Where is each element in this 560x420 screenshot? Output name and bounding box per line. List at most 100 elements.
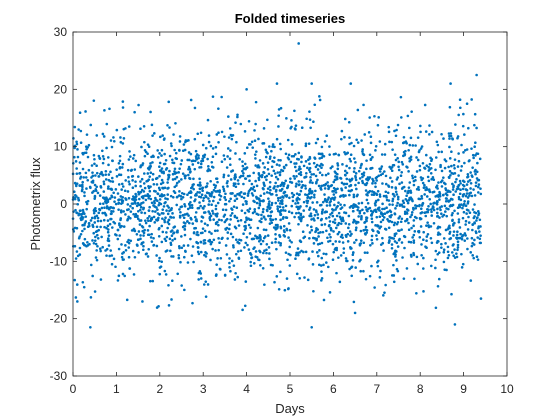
data-point	[463, 148, 467, 152]
data-point	[131, 197, 134, 201]
data-point	[275, 275, 279, 278]
data-point	[340, 219, 344, 223]
data-point	[223, 135, 226, 138]
data-point	[294, 211, 298, 215]
data-point	[198, 181, 202, 184]
data-point	[261, 142, 264, 145]
data-point	[140, 195, 144, 199]
data-point	[342, 195, 345, 198]
data-point	[171, 178, 175, 181]
data-point	[283, 230, 286, 234]
data-point	[419, 130, 422, 134]
data-point	[317, 263, 321, 267]
data-point	[372, 179, 375, 183]
data-point	[427, 208, 430, 212]
data-point	[276, 205, 279, 208]
data-point	[83, 194, 86, 198]
data-point	[255, 235, 259, 239]
data-point	[477, 185, 480, 189]
data-point	[395, 267, 399, 271]
data-point	[142, 172, 146, 175]
data-point	[448, 105, 452, 109]
data-point	[466, 202, 470, 205]
data-point	[398, 229, 401, 232]
data-point	[142, 124, 146, 128]
data-point	[436, 215, 439, 218]
data-point	[78, 246, 82, 250]
data-point	[278, 173, 282, 177]
data-point	[309, 126, 312, 130]
data-point	[269, 217, 272, 221]
data-point	[132, 153, 136, 157]
data-point	[74, 296, 78, 299]
data-point	[463, 180, 466, 184]
data-point	[148, 224, 151, 228]
data-point	[407, 148, 410, 152]
data-point	[432, 208, 436, 212]
data-point	[180, 205, 184, 208]
data-point	[265, 208, 269, 212]
data-point	[257, 173, 261, 176]
data-point	[453, 158, 457, 161]
data-point	[88, 242, 91, 246]
data-point	[178, 190, 181, 193]
data-point	[76, 148, 79, 151]
data-point	[375, 237, 379, 241]
data-point	[96, 191, 100, 195]
data-point	[201, 159, 205, 163]
data-point	[169, 142, 173, 145]
data-point	[462, 151, 465, 154]
data-point	[442, 237, 446, 240]
data-point	[339, 177, 343, 180]
data-point	[476, 152, 480, 156]
data-point	[412, 219, 416, 222]
data-point	[222, 189, 226, 193]
data-point	[353, 311, 357, 315]
data-point	[392, 163, 396, 167]
data-point	[127, 125, 131, 128]
data-point	[383, 170, 386, 173]
data-point	[464, 219, 468, 223]
data-point	[447, 132, 451, 135]
data-point	[127, 180, 131, 183]
data-point	[450, 292, 453, 296]
data-point	[395, 259, 398, 262]
data-point	[469, 251, 473, 254]
data-point	[214, 213, 217, 216]
data-point	[178, 216, 182, 219]
data-point	[469, 171, 472, 174]
data-point	[385, 198, 389, 202]
data-point	[371, 210, 375, 214]
data-point	[267, 246, 271, 249]
data-point	[187, 151, 191, 154]
data-point	[400, 187, 404, 190]
data-point	[342, 247, 346, 250]
chart-title: Folded timeseries	[235, 11, 346, 26]
data-point	[133, 168, 137, 171]
data-point	[158, 256, 161, 260]
data-point	[376, 198, 380, 202]
data-point	[133, 229, 137, 233]
data-point	[250, 237, 254, 241]
data-point	[436, 284, 440, 288]
data-point	[252, 247, 255, 251]
data-point	[89, 123, 93, 127]
data-point	[217, 107, 220, 110]
data-point	[358, 259, 361, 263]
data-point	[448, 145, 451, 149]
data-point	[333, 196, 337, 199]
data-point	[348, 230, 352, 233]
data-point	[139, 184, 142, 188]
data-point	[476, 236, 479, 239]
data-point	[279, 106, 283, 110]
data-point	[334, 152, 337, 156]
data-point	[304, 193, 307, 196]
data-point	[375, 234, 378, 237]
data-point	[461, 193, 465, 197]
data-point	[394, 249, 397, 253]
data-point	[416, 262, 420, 266]
data-point	[208, 217, 211, 220]
data-point	[198, 187, 202, 191]
data-point	[151, 279, 155, 283]
data-point	[292, 174, 296, 178]
